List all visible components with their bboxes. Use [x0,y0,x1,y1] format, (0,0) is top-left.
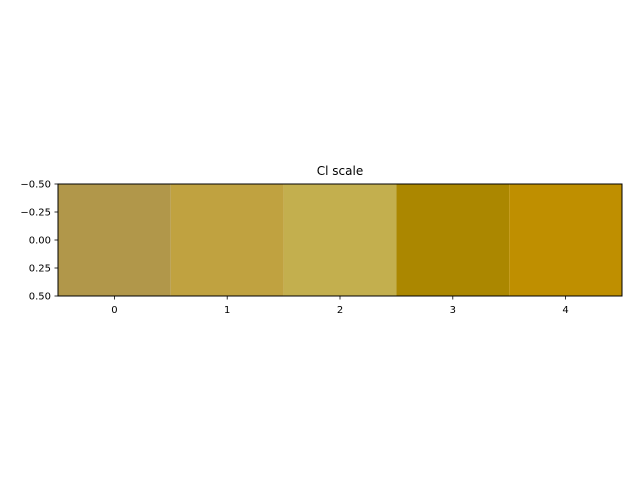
y-tick-label: −0.25 [20,208,51,219]
heatmap-cell-0 [58,184,171,296]
heatmap-cells [58,184,622,296]
heatmap-cell-2 [283,184,397,296]
y-tick-label: −0.50 [20,180,51,191]
y-tick-label: 0.00 [29,236,51,247]
x-axis: 0 1 2 3 4 [111,296,569,316]
y-tick-label: 0.25 [29,264,51,275]
x-tick-label: 0 [111,305,117,316]
heatmap-cell-3 [396,184,510,296]
x-tick-label: 2 [337,305,343,316]
y-axis: −0.50 −0.25 0.00 0.25 0.50 [20,180,58,303]
heatmap-cell-4 [509,184,622,296]
y-tick-label: 0.50 [29,292,51,303]
x-tick-label: 4 [562,305,568,316]
x-tick-label: 3 [450,305,456,316]
x-tick-label: 1 [224,305,230,316]
chart-title: Cl scale [317,164,363,178]
heatmap-cell-1 [170,184,284,296]
